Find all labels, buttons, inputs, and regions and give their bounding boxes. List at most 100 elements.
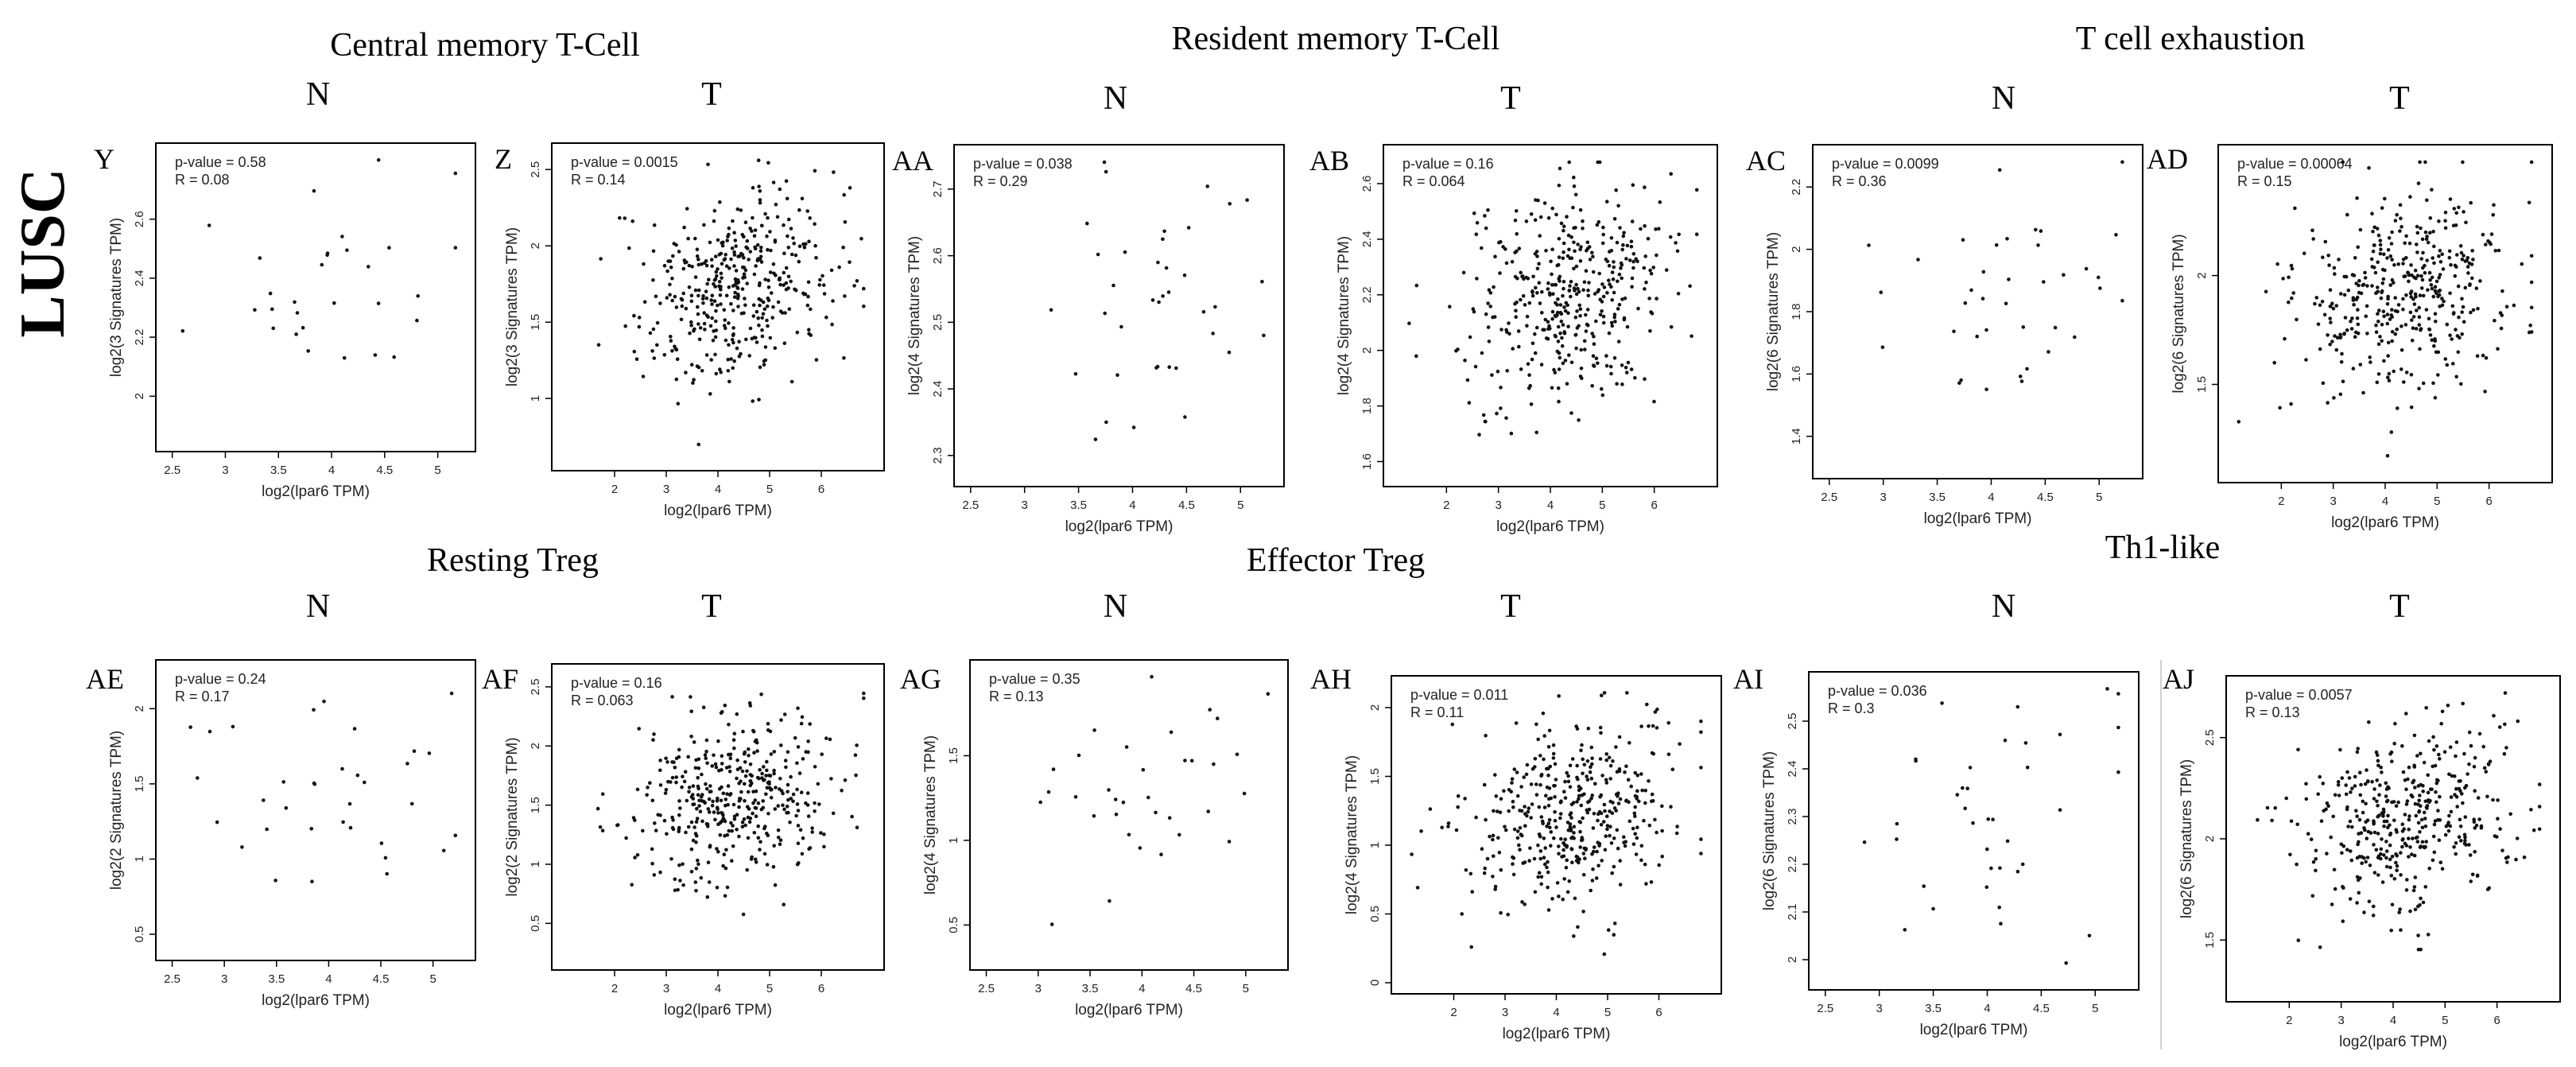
data-point	[1561, 256, 1565, 261]
data-point	[2503, 691, 2508, 695]
data-point	[2437, 289, 2441, 293]
data-point	[751, 811, 755, 816]
y-tick-label: 2.2	[1360, 286, 1374, 303]
data-point	[1581, 219, 1585, 223]
data-point	[683, 770, 688, 774]
data-point	[1558, 816, 1562, 821]
data-point	[2388, 857, 2392, 862]
data-point	[2419, 286, 2424, 290]
data-point	[698, 809, 703, 813]
data-point	[2419, 804, 2423, 808]
data-point	[645, 793, 649, 797]
data-point	[1560, 343, 1565, 348]
data-point	[768, 230, 772, 234]
data-point	[2321, 782, 2326, 786]
data-point	[1124, 745, 1129, 749]
data-point	[1559, 836, 1563, 841]
data-point	[2409, 373, 2414, 377]
data-point	[804, 801, 808, 805]
data-point	[1540, 289, 1544, 294]
data-point	[1980, 297, 1985, 301]
data-point	[2355, 750, 2360, 755]
data-point	[2446, 828, 2451, 833]
data-point	[309, 827, 314, 831]
data-point	[2449, 809, 2454, 814]
data-point	[2423, 817, 2427, 821]
data-point	[764, 792, 768, 797]
data-point	[1562, 790, 1566, 793]
data-point	[2434, 320, 2438, 324]
data-point	[795, 330, 800, 335]
data-point	[1511, 799, 1515, 804]
data-point	[712, 208, 717, 213]
data-point	[2426, 288, 2430, 293]
data-point	[1616, 307, 1620, 311]
data-point	[2376, 854, 2381, 859]
data-point	[2352, 274, 2357, 277]
data-point	[759, 246, 763, 250]
data-point	[1597, 160, 1602, 165]
data-point	[2062, 273, 2066, 277]
data-point	[1542, 862, 1547, 867]
data-point	[1523, 303, 1527, 307]
data-point	[2440, 867, 2445, 871]
data-point	[2356, 245, 2360, 250]
x-tick-label: 6	[818, 982, 824, 995]
data-point	[1647, 823, 1652, 828]
data-point	[387, 246, 391, 250]
data-point	[665, 296, 669, 300]
data-point	[1161, 294, 1165, 298]
data-point	[1515, 793, 1520, 798]
data-point	[2407, 836, 2411, 840]
data-point	[2413, 268, 2418, 273]
data-point	[1568, 813, 1572, 817]
tissue-label-n: N	[306, 76, 330, 113]
data-point	[2468, 853, 2473, 857]
data-point	[2385, 454, 2390, 458]
data-point	[1984, 885, 1989, 890]
data-point	[694, 889, 698, 893]
data-point	[720, 262, 724, 266]
data-point	[1569, 847, 1573, 851]
data-point	[686, 755, 690, 759]
data-point	[2359, 782, 2363, 787]
y-tick-label: 0.5	[1368, 906, 1382, 922]
data-point	[1572, 934, 1576, 938]
data-point	[1600, 309, 1604, 313]
data-point	[1574, 854, 1579, 859]
x-tick-label: 2	[1443, 499, 1449, 512]
data-point	[692, 825, 696, 829]
data-point	[2380, 837, 2384, 841]
panel-letter: AH	[1310, 663, 1352, 695]
data-point	[1585, 240, 1590, 245]
data-point	[2438, 818, 2442, 822]
data-point	[2365, 768, 2368, 772]
data-point	[2448, 197, 2453, 201]
data-point	[2321, 255, 2325, 260]
x-tick-label: 3.5	[1082, 982, 1099, 995]
data-point	[1567, 353, 1571, 358]
data-point	[2411, 297, 2415, 301]
data-point	[734, 244, 738, 248]
data-point	[2465, 772, 2469, 776]
data-point	[2421, 900, 2426, 905]
data-point	[1519, 785, 1523, 789]
data-point	[1104, 420, 1108, 425]
y-tick-label: 2	[1786, 956, 1799, 963]
data-point	[2488, 759, 2493, 763]
data-point	[1496, 836, 1500, 840]
data-point	[1584, 269, 1589, 274]
data-point	[2395, 212, 2399, 217]
data-point	[831, 811, 836, 816]
data-point	[748, 762, 753, 766]
data-point	[624, 836, 628, 840]
data-point	[687, 285, 692, 289]
data-point	[2462, 841, 2467, 846]
data-point	[2375, 753, 2380, 758]
data-point	[787, 307, 792, 312]
data-point	[2417, 323, 2422, 327]
data-point	[1554, 212, 1558, 217]
data-point	[1553, 371, 1558, 374]
data-point	[652, 356, 657, 360]
